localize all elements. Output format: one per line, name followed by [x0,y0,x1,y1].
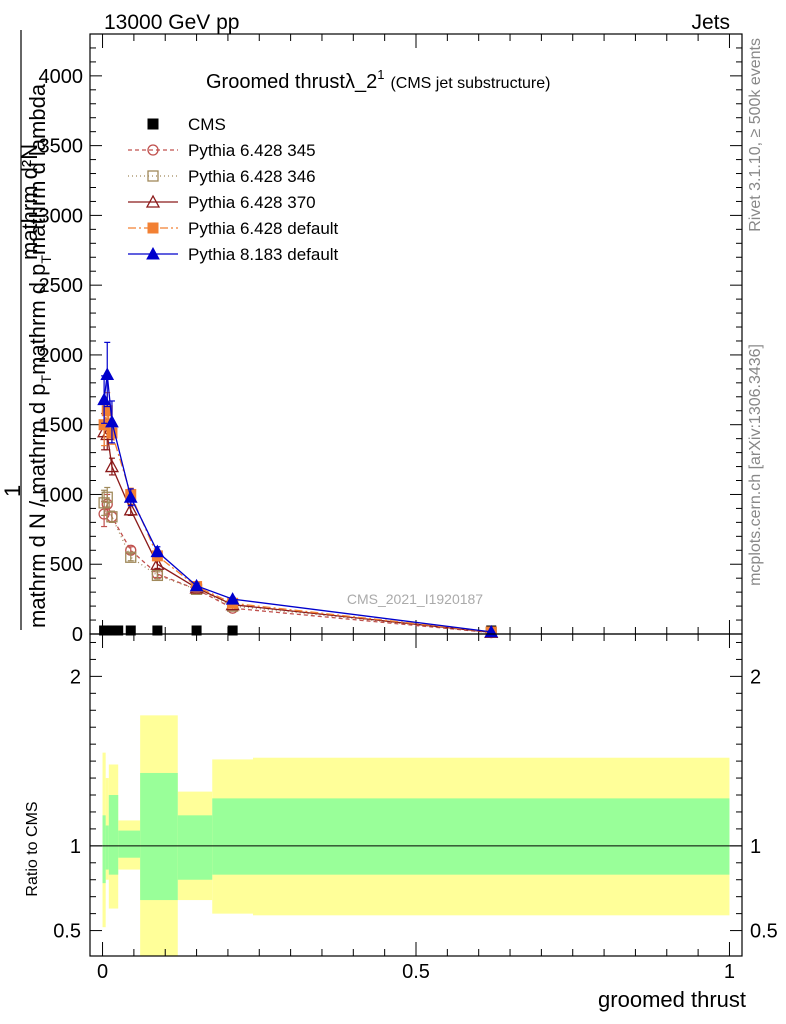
series-point-5 [105,414,119,428]
legend-item-5: Pythia 8.183 default [128,245,339,264]
rivet-label: Rivet 3.1.10, ≥ 500k events [747,38,764,232]
series-point-3 [150,556,165,570]
series-point-2 [106,511,118,523]
ratio-y-label: Ratio to CMS [24,801,41,896]
ratio-y-tick-label-right: 0.5 [750,921,778,943]
main-y-tick-label: 0 [72,624,83,646]
plot-title-sup: 1 [377,67,384,82]
y-label-den-sub2: T [38,255,54,264]
ratio-y-tick-label-left: 1 [70,836,81,858]
main-y-tick-label: 2500 [39,275,84,297]
cms-data-point [125,625,136,636]
ratio-x-tick-label: 1 [724,961,735,983]
series-point-2 [101,491,113,503]
main-y-tick-label: 500 [50,554,83,576]
ratio-band-1-bin-0 [102,815,106,884]
legend-item-3: Pythia 6.428 370 [128,193,316,212]
main-y-tick-label: 4000 [39,66,84,88]
plot-title-sub: (CMS jet substructure) [390,75,550,92]
legend-label: CMS [188,115,226,134]
x-axis-label: groomed thrust [598,987,746,1012]
ratio-band-1-bin-4 [140,772,178,901]
ratio-panel: 0 0.5 1 0.5 0.5 1 1 2 2 [53,633,778,983]
ratio-band-1-bin-2 [108,795,119,875]
series-point-5 [97,392,111,406]
ratio-x-tick-label: 0 [97,961,108,983]
ratio-y-tick-label-right: 1 [750,836,761,858]
series-point-2 [151,569,164,582]
source-label: mcplots.cern.ch [arXiv:1306.3436] [747,344,764,586]
legend-marker [145,194,161,208]
series-point-5 [150,544,165,558]
series-line-5 [103,374,492,633]
main-panel: 500 1000 1500 2000 2500 3000 3500 4000 0 [39,33,743,646]
main-y-axis-label: mathrm d²N 1 mathrm d N / mathrm d pTmat… [0,30,54,630]
main-y-tick-label: 1500 [39,415,84,437]
ratio-x-tick-label: 0.5 [402,961,430,983]
legend-item-0: CMS [147,115,226,134]
series-point-5 [225,592,240,605]
process-label: Jets [691,11,730,34]
series-point-3 [123,502,138,516]
series-point-2 [125,551,137,563]
legend-marker [147,222,159,234]
legend-label: Pythia 6.428 345 [188,141,316,160]
legend-marker [147,144,159,156]
ratio-band-1-bin-3 [118,830,141,858]
legend-item-1: Pythia 6.428 345 [128,141,316,160]
main-y-tick-label: 1000 [39,484,84,506]
main-y-tick-label: 3000 [39,205,84,227]
y-label-den-part1: mathrm d N / mathrm d p [25,383,50,628]
main-y-tick-label: 2000 [39,345,84,367]
legend-label: Pythia 6.428 default [188,219,339,238]
legend-marker [146,246,160,260]
ratio-band-1-bin-6 [212,798,253,875]
series-1 [98,493,497,639]
series-point-5 [123,490,138,503]
legend-label: Pythia 8.183 default [188,245,339,264]
legend-item-2: Pythia 6.428 346 [128,167,316,186]
ratio-y-tick-label-right: 2 [750,666,761,688]
main-y-tick-label: 3500 [39,136,84,158]
plot-title-main: Groomed thrustλ_2 [206,71,377,93]
series-point-3 [104,459,120,473]
ratio-band-1-bin-5 [177,815,213,880]
plot-title: Groomed thrustλ_21 (CMS jet substructure) [206,67,550,93]
cms-data-point [152,625,163,636]
legend-marker [147,118,159,130]
y-label-den-part2: mathrm d p [25,264,50,375]
y-label-denominator: mathrm d N / mathrm d pTmathrm d pTmathr… [25,83,54,628]
legend-label: Pythia 6.428 370 [188,193,316,212]
series-line-1 [103,502,492,634]
ratio-y-tick-label-left: 0.5 [53,921,81,943]
legend-label: Pythia 6.428 346 [188,167,316,186]
legend-item-4: Pythia 6.428 default [128,219,339,238]
ratio-y-tick-label-left: 2 [70,666,81,688]
analysis-tag: CMS_2021_I1920187 [347,591,483,607]
y-label-den-end: mathrm d lambda [25,83,50,255]
legend-marker [147,170,159,182]
energy-label: 13000 GeV pp [104,11,239,34]
cms-data-point [113,625,124,636]
ratio-band-1-bin-1 [105,825,109,870]
ratio-band-1-bin-7 [253,798,730,875]
series-point-5 [100,367,115,380]
y-label-den-sub1: T [38,374,54,383]
cms-data-point [227,625,238,636]
series-point-5 [189,578,204,592]
legend: CMS Pythia 6.428 345 Pythia 6.428 346 Pythi… [128,115,339,264]
y-label-prefix: 1 [0,485,25,497]
